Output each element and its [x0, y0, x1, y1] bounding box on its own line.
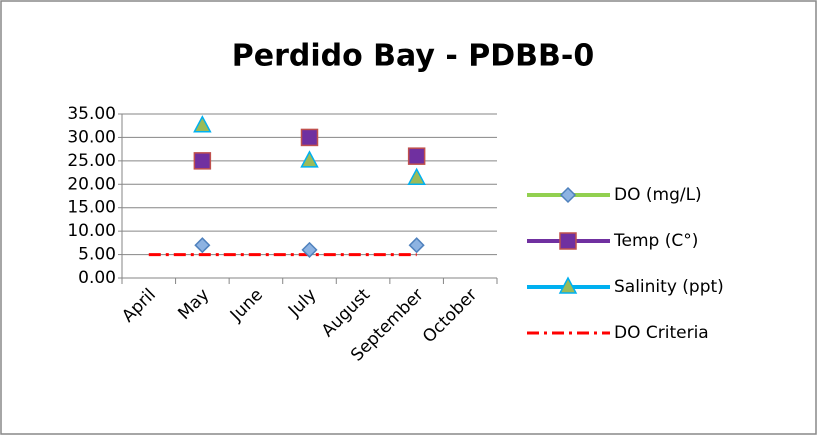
marker	[193, 115, 212, 133]
marker	[407, 167, 426, 185]
y-tick-label: 10.00	[67, 221, 116, 241]
marker	[559, 232, 577, 250]
marker	[558, 276, 578, 294]
y-tick-label: 25.00	[67, 151, 116, 171]
marker	[408, 237, 425, 254]
marker	[194, 237, 211, 254]
y-tick-label: 15.00	[67, 198, 116, 218]
marker	[407, 147, 426, 165]
legend-label: DO (mg/L)	[614, 185, 702, 205]
y-tick-label: 30.00	[67, 127, 116, 147]
chart-title: Perdido Bay - PDBB-0	[232, 39, 594, 74]
marker	[300, 128, 319, 147]
y-tick-label: 0.00	[78, 268, 116, 288]
y-tick-label: 20.00	[67, 174, 116, 194]
legend-label: Salinity (ppt)	[614, 277, 724, 297]
legend-label: DO Criteria	[614, 323, 709, 343]
y-tick-label: 35.00	[67, 104, 116, 124]
y-tick-label: 5.00	[78, 245, 116, 265]
legend-label: Temp (C°)	[613, 231, 698, 251]
marker	[300, 150, 319, 168]
marker	[301, 241, 318, 258]
marker	[559, 186, 577, 204]
marker	[193, 152, 212, 170]
